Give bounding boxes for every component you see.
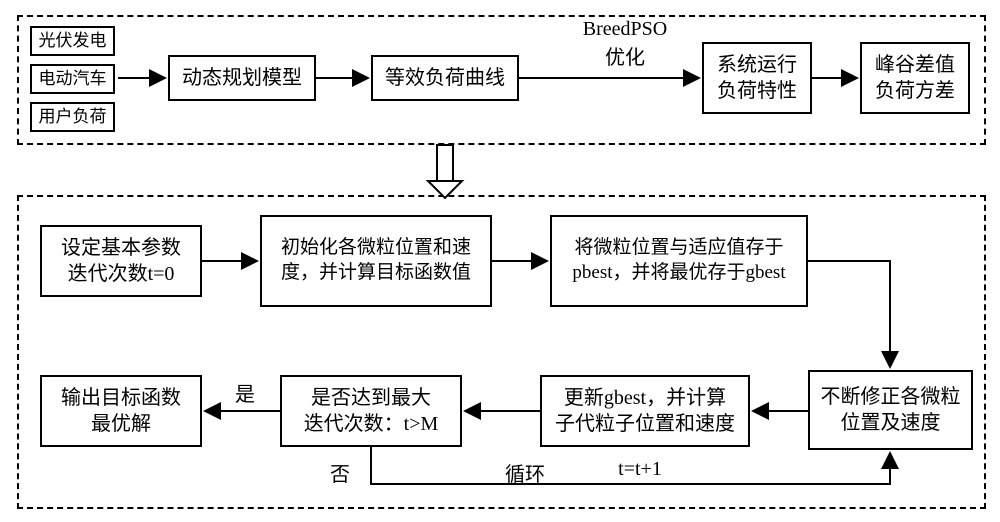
node-params: 设定基本参数 迭代次数t=0 xyxy=(40,225,202,297)
node-init-l1: 初始化各微粒位置和速 xyxy=(281,236,471,261)
edge-no-label: 否 xyxy=(320,458,360,487)
node-equiv-load: 等效负荷曲线 xyxy=(371,55,519,101)
input-load-label: 用户负荷 xyxy=(39,106,107,128)
node-output-l2: 最优解 xyxy=(61,411,181,437)
node-system-load-l2: 负荷特性 xyxy=(717,78,797,104)
node-params-l2: 迭代次数t=0 xyxy=(61,261,181,287)
node-maxiter: 是否达到最大 迭代次数：t>M xyxy=(280,375,462,447)
input-ev: 电动汽车 xyxy=(30,64,115,94)
node-peak-valley: 峰谷差值 负荷方差 xyxy=(860,42,970,114)
node-init: 初始化各微粒位置和速 度，并计算目标函数值 xyxy=(260,215,492,307)
node-output: 输出目标函数 最优解 xyxy=(40,375,202,447)
node-pbest-l1: 将微粒位置与适应值存于 xyxy=(572,236,785,261)
node-pbest: 将微粒位置与适应值存于 pbest，并将最优存于gbest xyxy=(550,215,808,307)
node-update-l1: 更新gbest，并计算 xyxy=(555,385,735,411)
node-correct: 不断修正各微粒 位置及速度 xyxy=(808,370,973,450)
node-system-load: 系统运行 负荷特性 xyxy=(702,42,812,114)
input-ev-label: 电动汽车 xyxy=(39,68,107,90)
node-params-l1: 设定基本参数 xyxy=(61,235,181,261)
node-dynamic-model-label: 动态规划模型 xyxy=(182,65,302,91)
node-init-l2: 度，并计算目标函数值 xyxy=(281,261,471,286)
edge-yes-label: 是 xyxy=(225,378,265,407)
edge-tinc-label: t=t+1 xyxy=(600,458,680,481)
node-equiv-load-label: 等效负荷曲线 xyxy=(385,65,505,91)
node-peak-valley-l2: 负荷方差 xyxy=(875,78,955,104)
breedpso-label: BreedPSO 优化 xyxy=(560,18,690,70)
node-update-l2: 子代粒子位置和速度 xyxy=(555,411,735,437)
node-update: 更新gbest，并计算 子代粒子位置和速度 xyxy=(540,375,750,447)
node-maxiter-l1: 是否达到最大 xyxy=(304,385,439,411)
node-peak-valley-l1: 峰谷差值 xyxy=(875,52,955,78)
breedpso-line2: 优化 xyxy=(560,41,690,70)
node-output-l1: 输出目标函数 xyxy=(61,385,181,411)
input-pv: 光伏发电 xyxy=(30,26,115,56)
edge-loop-label: 循环 xyxy=(490,458,560,487)
node-maxiter-l2: 迭代次数：t>M xyxy=(304,411,439,437)
breedpso-line1: BreedPSO xyxy=(560,18,690,41)
node-pbest-l2: pbest，并将最优存于gbest xyxy=(572,261,785,286)
node-dynamic-model: 动态规划模型 xyxy=(168,55,316,101)
node-correct-l2: 位置及速度 xyxy=(821,410,961,436)
input-pv-label: 光伏发电 xyxy=(39,30,107,52)
node-system-load-l1: 系统运行 xyxy=(717,52,797,78)
node-correct-l1: 不断修正各微粒 xyxy=(821,384,961,410)
input-load: 用户负荷 xyxy=(30,102,115,132)
